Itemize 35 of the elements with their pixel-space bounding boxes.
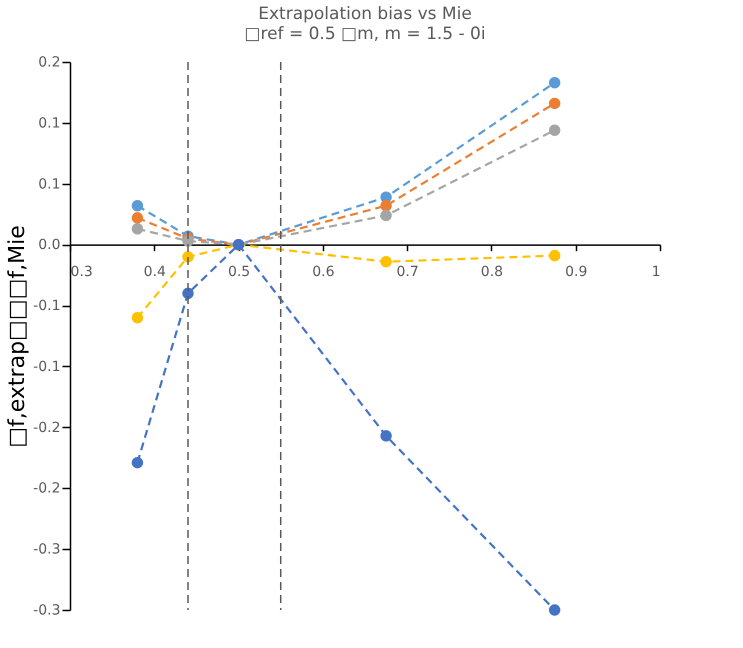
x-tick-label: 1: [652, 264, 660, 280]
point: [548, 250, 560, 262]
point: [380, 210, 392, 222]
point: [132, 223, 144, 235]
point: [380, 256, 392, 268]
point: [548, 98, 560, 110]
x-tick-label: 0.8: [480, 264, 504, 280]
y-tick-label: -0.3: [33, 602, 60, 618]
x-tick-label: 0.9: [565, 264, 588, 280]
y-tick-label: 0.1: [38, 115, 60, 132]
x-tick-label: 0.4: [144, 264, 166, 280]
x-tick-label: 0.5: [228, 264, 250, 280]
y-axis-title: □f,extrap□□□f,Mie: [5, 225, 30, 448]
point: [548, 124, 560, 136]
y-tick-label: -0.1: [33, 358, 60, 375]
x-tick-label: 0.6: [312, 264, 335, 280]
point: [548, 77, 560, 88]
y-tick-label: -0.2: [33, 420, 60, 436]
point: [548, 604, 560, 616]
point: [380, 200, 392, 212]
y-tick-label: 0.1: [38, 176, 60, 192]
point: [380, 430, 392, 442]
y-tick-label: 0.2: [38, 54, 60, 70]
y-tick-label: 0.0: [38, 237, 60, 254]
point: [132, 212, 144, 224]
point: [132, 200, 144, 212]
chart-subtitle: □ref = 0.5 □m, m = 1.5 - 0i: [244, 24, 486, 44]
point: [132, 312, 144, 324]
y-tick-label: -0.2: [33, 480, 60, 497]
y-tick-label: -0.3: [33, 542, 60, 558]
x-tick-label: 0.3: [70, 264, 93, 280]
y-tick-label: -0.1: [33, 298, 60, 314]
chart-title: Extrapolation bias vs Mie: [258, 4, 472, 24]
point: [132, 456, 144, 468]
x-tick-label: 0.7: [396, 264, 419, 280]
